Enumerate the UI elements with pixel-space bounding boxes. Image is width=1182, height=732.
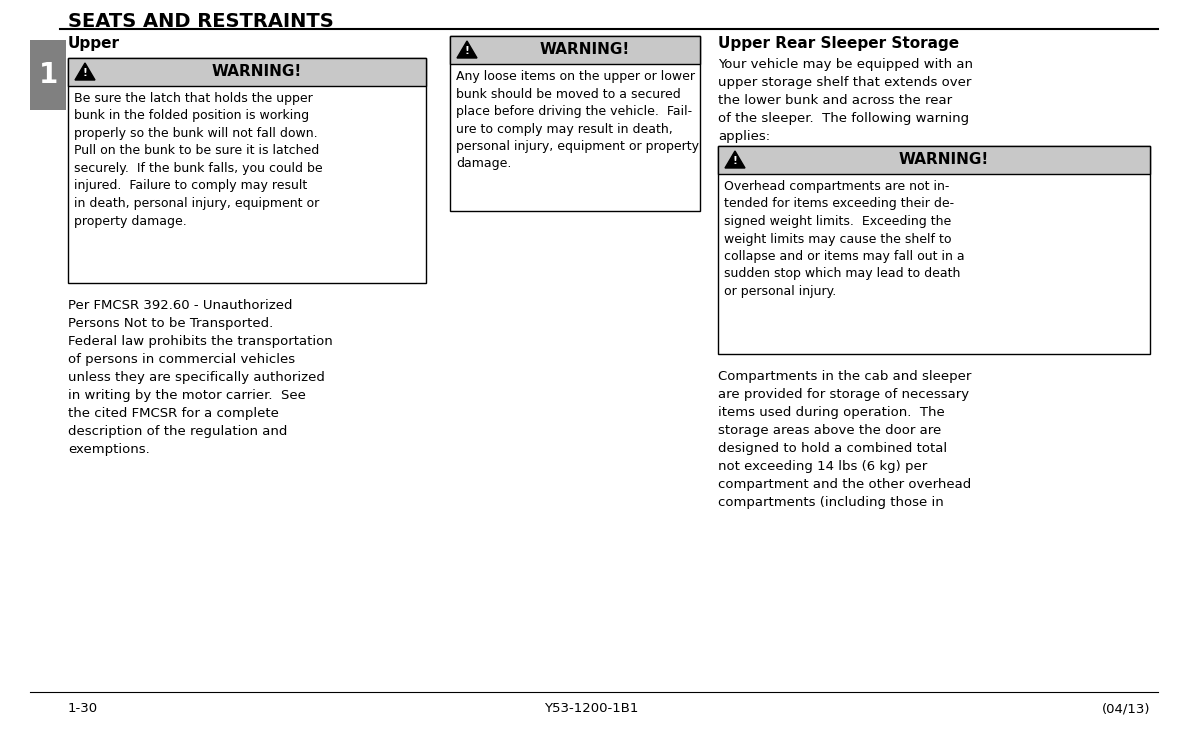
Text: Any loose items on the upper or lower
bunk should be moved to a secured
place be: Any loose items on the upper or lower bu…: [456, 70, 699, 171]
Text: Overhead compartments are not in-
tended for items exceeding their de-
signed we: Overhead compartments are not in- tended…: [725, 180, 965, 298]
Text: Upper: Upper: [69, 36, 121, 51]
Text: Your vehicle may be equipped with an
upper storage shelf that extends over
the l: Your vehicle may be equipped with an upp…: [717, 58, 973, 143]
Text: (04/13): (04/13): [1102, 702, 1150, 715]
Text: WARNING!: WARNING!: [212, 64, 303, 80]
Text: !: !: [465, 46, 469, 56]
Polygon shape: [725, 151, 745, 168]
FancyBboxPatch shape: [450, 36, 700, 211]
Text: !: !: [83, 68, 87, 78]
Text: Y53-1200-1B1: Y53-1200-1B1: [544, 702, 638, 715]
Text: !: !: [733, 156, 738, 166]
Text: 1: 1: [38, 61, 58, 89]
Text: 1-30: 1-30: [69, 702, 98, 715]
Text: Compartments in the cab and sleeper
are provided for storage of necessary
items : Compartments in the cab and sleeper are …: [717, 370, 972, 509]
Polygon shape: [457, 41, 478, 58]
Text: Upper Rear Sleeper Storage: Upper Rear Sleeper Storage: [717, 36, 959, 51]
Polygon shape: [74, 63, 95, 80]
Text: WARNING!: WARNING!: [540, 42, 630, 58]
Text: SEATS AND RESTRAINTS: SEATS AND RESTRAINTS: [69, 12, 333, 31]
Text: WARNING!: WARNING!: [898, 152, 989, 168]
Text: Per FMCSR 392.60 - Unauthorized
Persons Not to be Transported.
Federal law prohi: Per FMCSR 392.60 - Unauthorized Persons …: [69, 299, 333, 456]
FancyBboxPatch shape: [450, 36, 700, 64]
Text: Be sure the latch that holds the upper
bunk in the folded position is working
pr: Be sure the latch that holds the upper b…: [74, 92, 323, 228]
FancyBboxPatch shape: [30, 40, 66, 110]
FancyBboxPatch shape: [717, 146, 1150, 354]
FancyBboxPatch shape: [717, 146, 1150, 174]
FancyBboxPatch shape: [69, 58, 426, 283]
FancyBboxPatch shape: [69, 58, 426, 86]
